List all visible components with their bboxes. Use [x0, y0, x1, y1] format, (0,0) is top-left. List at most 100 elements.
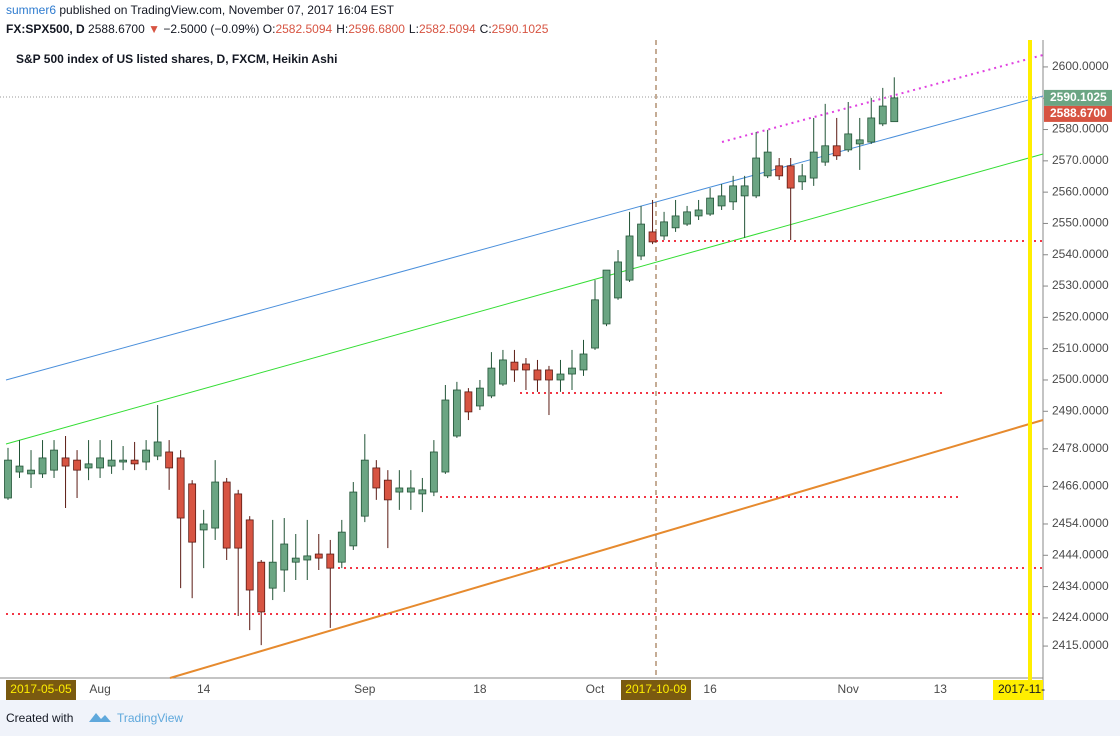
candle-body	[614, 261, 622, 299]
candle-body	[96, 457, 104, 469]
candle-body	[683, 211, 691, 225]
candle-body	[694, 209, 703, 217]
candle-body	[406, 487, 415, 493]
date-marker: 2017-10-09	[625, 682, 687, 696]
date-marker-bg	[6, 680, 76, 700]
candle-body	[234, 493, 243, 549]
candle-body	[487, 367, 496, 397]
y-tick-label: 2466.0000	[1052, 479, 1109, 493]
date-marker-bg	[621, 680, 691, 700]
candle-body	[556, 373, 565, 381]
brand[interactable]: TradingView	[117, 711, 184, 725]
candle-body	[280, 543, 289, 571]
candle-body	[165, 451, 174, 469]
y-tick-label: 2550.0000	[1052, 216, 1109, 230]
date-marker: 2017-11-	[998, 682, 1045, 696]
y-tick-label: 2478.0000	[1052, 441, 1109, 455]
candle-body	[349, 491, 358, 547]
ohlc-key: C:	[479, 22, 492, 36]
candle-body	[568, 367, 576, 375]
candle-body	[729, 185, 738, 203]
created-with: Created with	[6, 711, 74, 725]
date-marker-bg	[993, 680, 1043, 700]
ohlc-key: O:	[262, 22, 276, 36]
y-tick-label: 2600.0000	[1052, 59, 1109, 73]
candle-body	[119, 459, 127, 463]
chart-title: S&P 500 index of US listed shares, D, FX…	[16, 52, 337, 66]
y-tick-label: 2434.0000	[1052, 579, 1109, 593]
x-tick-label: 16	[703, 682, 717, 696]
x-tick-label: Oct	[586, 682, 605, 696]
chart: S&P 500 index of US listed shares, D, FX…	[0, 40, 1112, 700]
trend-line	[5, 153, 1044, 445]
published: published on TradingView.com, November 0…	[59, 3, 395, 17]
candle-body	[821, 145, 830, 163]
y-tick-label: 2454.0000	[1052, 516, 1109, 530]
candle-body	[222, 481, 231, 549]
candle-body	[844, 133, 853, 151]
candle-body	[832, 145, 841, 157]
plot-area	[0, 40, 1043, 678]
candle-body	[452, 389, 461, 437]
candle-body	[591, 299, 599, 349]
candle-body	[211, 481, 220, 529]
y-tick-label: 2444.0000	[1052, 547, 1109, 561]
candle-body	[476, 387, 484, 407]
symbol: FX:SPX500, D	[6, 22, 85, 36]
date-marker: 2017-05-05	[10, 682, 72, 696]
y-tick-label: 2415.0000	[1052, 638, 1109, 652]
author[interactable]: summer6	[6, 3, 57, 17]
candle-body	[257, 561, 266, 613]
candle-body	[533, 369, 542, 381]
candle-body	[142, 449, 151, 463]
y-tick-label: 2530.0000	[1052, 278, 1109, 292]
trend-line	[5, 95, 1044, 381]
x-tick-label: Aug	[89, 682, 110, 696]
candle-body	[27, 469, 35, 475]
arrow: ▼	[148, 22, 161, 36]
candle-body	[337, 531, 346, 563]
candle-body	[648, 231, 657, 243]
candle-body	[890, 97, 899, 123]
candle-body	[291, 557, 300, 563]
candle-body	[752, 157, 761, 197]
y-tick-label: 2560.0000	[1052, 184, 1109, 198]
price: 2588.6700	[88, 22, 145, 36]
candle-body	[418, 489, 427, 495]
candle-body	[464, 391, 473, 413]
candle-body	[602, 269, 611, 325]
x-tick-label: 18	[473, 682, 487, 696]
drawings	[0, 40, 1044, 700]
ohlc-key: H:	[336, 22, 349, 36]
candle-body	[61, 457, 70, 467]
candle-body	[107, 459, 116, 467]
ohlc-value: 2590.1025	[491, 22, 549, 36]
change: −2.5000 (−0.09%)	[163, 22, 260, 36]
candle-body	[360, 459, 369, 517]
price-label: 2588.6700	[1050, 106, 1107, 120]
candle-body	[15, 465, 24, 473]
ohlc-key: L:	[408, 22, 419, 36]
candle-body	[579, 353, 588, 371]
candle-body	[50, 449, 58, 471]
candle-body	[245, 519, 254, 591]
candle-body	[303, 555, 312, 561]
candle-body	[268, 561, 277, 589]
price-label: 2590.1025	[1050, 90, 1107, 104]
ohlc-value: 2596.6800	[348, 22, 405, 36]
x-tick-label: 14	[197, 682, 211, 696]
candle-body	[786, 165, 795, 189]
candle-body	[441, 399, 450, 473]
footer: Created with TradingView	[0, 700, 1120, 736]
candle-body	[429, 451, 438, 493]
candle-body	[176, 457, 185, 519]
x-tick-label: Nov	[838, 682, 859, 696]
trend-line	[721, 54, 1044, 143]
ohlc-value: 2582.5094	[275, 22, 333, 36]
candle-body	[809, 151, 818, 179]
y-tick-label: 2540.0000	[1052, 247, 1109, 261]
candle-body	[130, 459, 139, 465]
candle-body	[326, 553, 335, 569]
candle-body	[188, 483, 197, 543]
